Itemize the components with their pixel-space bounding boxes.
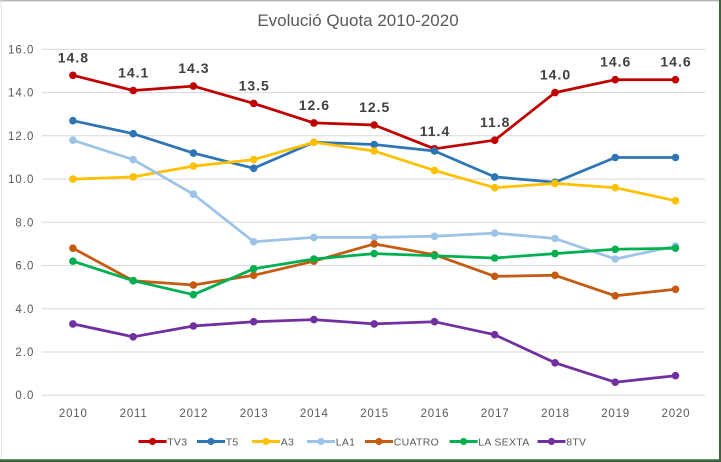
svg-text:6.0: 6.0	[15, 261, 34, 273]
svg-text:14.0: 14.0	[540, 67, 571, 83]
svg-text:14.0: 14.0	[8, 88, 34, 100]
svg-text:11.8: 11.8	[480, 114, 510, 130]
svg-text:14.6: 14.6	[660, 54, 691, 70]
svg-text:2013: 2013	[240, 408, 269, 420]
svg-text:2018: 2018	[541, 408, 570, 420]
svg-text:0.0: 0.0	[15, 390, 34, 402]
svg-text:2015: 2015	[360, 408, 389, 420]
svg-text:2016: 2016	[421, 408, 450, 420]
svg-text:T5: T5	[226, 436, 239, 448]
svg-text:12.0: 12.0	[8, 131, 34, 143]
svg-text:8TV: 8TV	[566, 436, 586, 448]
svg-text:8.0: 8.0	[15, 217, 34, 229]
svg-text:11.4: 11.4	[420, 123, 450, 139]
svg-text:2019: 2019	[601, 408, 630, 420]
svg-text:14.3: 14.3	[178, 60, 209, 76]
svg-text:LA SEXTA: LA SEXTA	[478, 436, 529, 448]
svg-text:4.0: 4.0	[15, 304, 34, 316]
svg-text:2012: 2012	[179, 408, 208, 420]
svg-text:12.6: 12.6	[299, 97, 330, 113]
svg-text:2010: 2010	[59, 408, 88, 420]
svg-text:14.8: 14.8	[58, 49, 89, 65]
svg-text:12.5: 12.5	[359, 99, 390, 115]
svg-text:LA1: LA1	[336, 436, 356, 448]
svg-text:2.0: 2.0	[15, 347, 34, 359]
svg-text:16.0: 16.0	[8, 44, 34, 56]
svg-text:TV3: TV3	[167, 436, 187, 448]
svg-text:14.1: 14.1	[118, 65, 149, 81]
svg-text:Evolució Quota 2010-2020: Evolució Quota 2010-2020	[257, 11, 458, 30]
svg-text:13.5: 13.5	[239, 77, 270, 93]
svg-text:2017: 2017	[481, 408, 510, 420]
svg-text:14.6: 14.6	[600, 54, 631, 70]
svg-text:2011: 2011	[120, 408, 148, 420]
svg-text:A3: A3	[281, 436, 294, 448]
svg-text:2014: 2014	[300, 408, 329, 420]
svg-text:2020: 2020	[662, 408, 691, 420]
svg-text:10.0: 10.0	[8, 174, 34, 186]
svg-text:CUATRO: CUATRO	[394, 436, 439, 448]
